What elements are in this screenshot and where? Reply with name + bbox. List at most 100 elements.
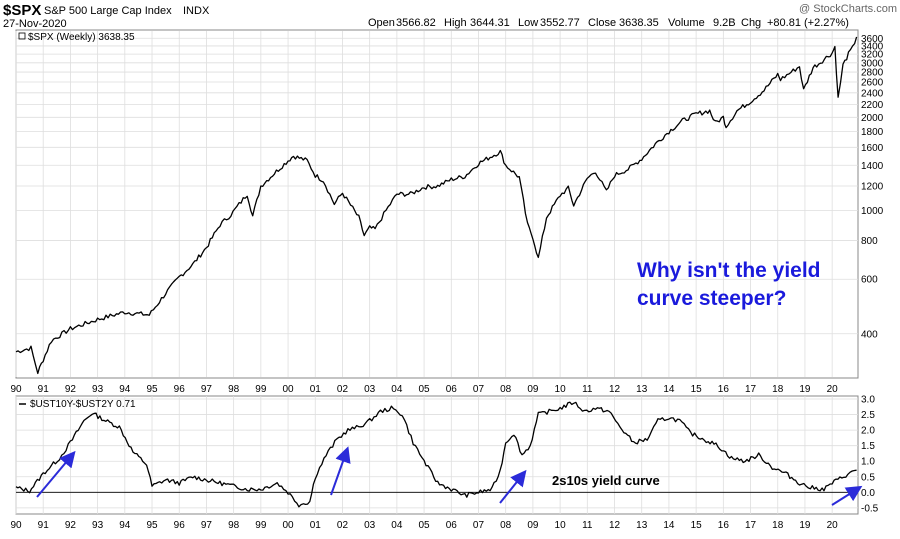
high-value: 3644.31 <box>470 17 510 29</box>
spx-y-tick-label: 600 <box>861 275 878 286</box>
index-name: S&P 500 Large Cap Index <box>44 5 172 17</box>
chg-label: Chg <box>741 17 761 29</box>
spx-x-tick-label: 94 <box>119 384 131 395</box>
spx-x-tick-label: 20 <box>827 384 839 395</box>
spx-x-tick-label: 00 <box>282 384 294 395</box>
spx-y-tick-label: 2000 <box>861 113 884 124</box>
spx-y-tick-label: 1000 <box>861 206 884 217</box>
yield-x-tick-label: 95 <box>146 520 158 531</box>
legend-bar-icon <box>18 32 26 40</box>
yield-x-tick-label: 20 <box>827 520 839 531</box>
spx-x-tick-label: 17 <box>745 384 757 395</box>
spx-x-tick-label: 09 <box>527 384 539 395</box>
yield-legend: $UST10Y-$UST2Y 0.71 <box>19 399 136 410</box>
spx-y-tick-label: 2800 <box>861 68 884 79</box>
ohlc-summary: Open 3566.82 High 3644.31 Low 3552.77 Cl… <box>368 17 849 29</box>
yield-y-tick-label: 1.0 <box>861 457 875 468</box>
spx-x-tick-label: 10 <box>555 384 567 395</box>
yield-x-tick-label: 16 <box>718 520 730 531</box>
yield-y-tick-label: 0.5 <box>861 472 875 483</box>
spx-y-tick-label: 3200 <box>861 50 884 61</box>
spx-x-tick-label: 03 <box>364 384 376 395</box>
spx-price-line <box>15 36 858 375</box>
yield-x-tick-label: 93 <box>92 520 104 531</box>
spx-y-tick-label: 3000 <box>861 58 884 69</box>
spx-x-tick-label: 15 <box>691 384 703 395</box>
yield-curve-panel: 3.0 2.5 2.0 1.5 1.0 0.5 0.0 -0.5 90 91 92 93 94 95 96… <box>10 395 878 532</box>
close-value: 3638.35 <box>619 17 659 29</box>
spx-legend: $SPX (Weekly) 3638.35 <box>18 32 135 43</box>
yield-x-tick-label: 11 <box>582 520 593 531</box>
annotation-question-line2: curve steeper? <box>637 287 786 310</box>
spx-y-tick-label: 2600 <box>861 78 884 89</box>
spx-x-tick-label: 19 <box>799 384 811 395</box>
spx-x-tick-label: 13 <box>636 384 648 395</box>
yield-x-tick-label: 00 <box>282 520 294 531</box>
volume-value: 9.2B <box>713 17 736 29</box>
yield-y-tick-label: 2.0 <box>861 426 875 437</box>
spx-x-tick-label: 96 <box>174 384 186 395</box>
symbol-title: $SPX <box>3 2 41 19</box>
yield-panel-frame <box>15 395 859 515</box>
spx-x-tick-label: 90 <box>10 384 22 395</box>
yield-x-tick-label: 14 <box>663 520 675 531</box>
spx-x-tick-label: 18 <box>772 384 784 395</box>
spx-x-tick-label: 91 <box>38 384 50 395</box>
yield-x-tick-label: 99 <box>255 520 267 531</box>
yield-x-tick-label: 19 <box>799 520 811 531</box>
spx-x-tick-label: 14 <box>663 384 675 395</box>
spx-x-tick-label: 06 <box>446 384 458 395</box>
exchange-label: INDX <box>183 5 210 17</box>
yield-y-tick-label: 0.0 <box>861 488 875 499</box>
chart-date: 27-Nov-2020 <box>3 18 67 30</box>
spx-y-tick-label: 2400 <box>861 88 884 99</box>
yield-x-tick-label: 92 <box>65 520 77 531</box>
yield-legend-text: $UST10Y-$UST2Y 0.71 <box>30 399 136 410</box>
arrow-2001 <box>330 446 351 496</box>
yield-x-tick-label: 07 <box>473 520 485 531</box>
close-label: Close <box>588 17 616 29</box>
spx-x-tick-label: 02 <box>337 384 349 395</box>
yield-x-tick-label: 04 <box>391 520 403 531</box>
low-label: Low <box>518 17 538 29</box>
spx-x-tick-label: 99 <box>255 384 267 395</box>
spx-y-tick-label: 400 <box>861 329 878 340</box>
yield-x-tick-label: 15 <box>691 520 703 531</box>
yield-y-tick-label: 3.0 <box>861 395 875 406</box>
yield-x-tick-label: 97 <box>201 520 213 531</box>
yield-x-tick-label: 08 <box>500 520 512 531</box>
yield-x-tick-label: 02 <box>337 520 349 531</box>
high-label: High <box>444 17 467 29</box>
spx-x-tick-label: 04 <box>391 384 403 395</box>
open-label: Open <box>368 17 395 29</box>
low-value: 3552.77 <box>540 17 580 29</box>
spx-y-tick-label: 800 <box>861 236 878 247</box>
yield-y-tick-label: 1.5 <box>861 441 875 452</box>
spx-x-tick-label: 11 <box>582 384 593 395</box>
yield-x-tick-label: 10 <box>555 520 567 531</box>
yield-x-tick-label: 01 <box>310 520 322 531</box>
yield-y-tick-label: -0.5 <box>861 503 879 514</box>
yield-x-tick-label: 03 <box>364 520 376 531</box>
yield-x-tick-label: 98 <box>228 520 240 531</box>
spx-y-tick-label: 3400 <box>861 41 884 52</box>
yield-y-tick-label: 2.5 <box>861 410 875 421</box>
spx-legend-text: $SPX (Weekly) 3638.35 <box>28 32 135 43</box>
spx-y-tick-label: 1800 <box>861 127 884 138</box>
yield-x-tick-label: 96 <box>174 520 186 531</box>
annotation-curve-label: 2s10s yield curve <box>552 473 660 488</box>
spx-x-tick-label: 95 <box>146 384 158 395</box>
arrow-1991 <box>36 450 76 498</box>
yield-x-tick-label: 18 <box>772 520 784 531</box>
annotation-question-line1: Why isn't the yield <box>637 259 821 282</box>
spx-panel-frame <box>15 29 859 379</box>
spx-grid <box>15 31 858 377</box>
yield-x-tick-label: 06 <box>446 520 458 531</box>
open-value: 3566.82 <box>396 17 436 29</box>
yield-y-axis: 3.0 2.5 2.0 1.5 1.0 0.5 0.0 -0.5 <box>861 395 879 515</box>
spx-y-tick-label: 1600 <box>861 143 884 154</box>
yield-x-tick-label: 05 <box>419 520 431 531</box>
